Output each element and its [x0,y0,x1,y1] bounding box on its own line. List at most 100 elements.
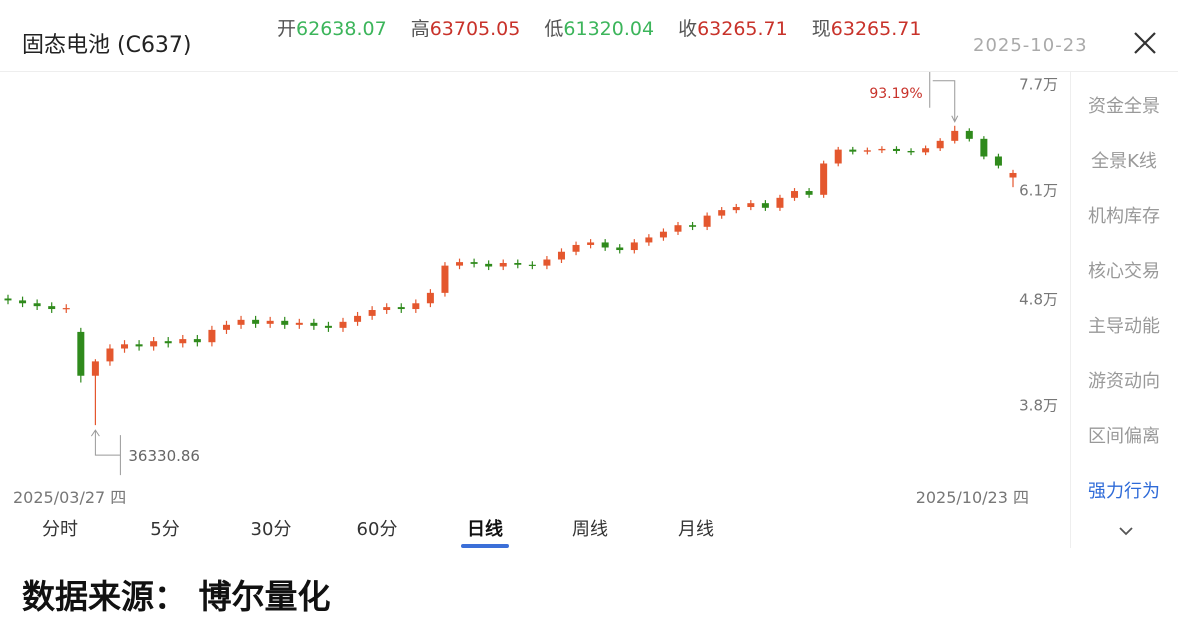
date: 2025-10-23 [973,35,1088,56]
stock-title: 固态电池 (C637) [22,33,192,58]
candle-body [922,148,930,153]
sidebar-item[interactable]: 资金全景 [1088,96,1160,117]
candle-body [193,339,201,343]
candle-body [499,262,507,267]
candle-body [892,148,900,151]
tab[interactable]: 分时 [42,519,78,540]
candle-body [485,263,493,267]
close-button[interactable] [1130,28,1160,58]
quote-value: 61320.04 [563,18,655,40]
candle-body [33,303,41,307]
candle-body [324,325,332,328]
candle-body [470,262,478,264]
y-tick-label: 6.1万 [1019,182,1058,200]
candle-body [543,259,551,266]
tab-underline [461,544,509,548]
candle-body [514,262,522,265]
candle-body [397,307,405,310]
candle-body [528,264,536,266]
candle-body [222,324,230,330]
sidebar-item[interactable]: 核心交易 [1088,261,1160,282]
y-tick-label: 7.7万 [1019,76,1058,94]
candle-body [878,148,886,151]
candle-body [4,298,12,301]
y-tick-label: 3.8万 [1019,397,1058,415]
quote-value: 63265.71 [697,18,788,40]
candlestick-chart: 7.7万 6.1万 4.8万 3.8万 36330.86 93.19% 2025/03/27… [4,72,1058,507]
quote-value: 63265.71 [830,18,922,40]
candle-body [310,322,318,326]
candle-body [601,242,609,248]
tab[interactable]: 30分 [250,519,292,540]
candle-body [630,242,638,251]
candle-body [281,320,289,325]
candle-body [718,210,726,216]
tab[interactable]: 周线 [572,519,608,540]
candle-body [266,320,274,324]
candle-body [354,315,362,322]
candle-body [965,130,973,139]
candle-body [164,341,172,344]
candle-body [572,244,580,252]
more-chevron[interactable] [1117,524,1135,538]
candle-body [951,130,959,141]
sidebar-item[interactable]: 全景K线 [1091,151,1157,172]
candle-body [135,344,143,347]
candle-body [907,150,915,153]
annotation-arrow [929,72,959,123]
quote-item: 收63265.71 [678,18,788,40]
candle-body [791,191,799,198]
y-tick-label: 4.8万 [1019,291,1058,309]
candle-body [557,251,565,260]
sidebar-item[interactable]: 区间偏离 [1088,426,1160,447]
tab[interactable]: 月线 [678,519,714,540]
candle-body [426,292,434,304]
quote-item: 开62638.07 [277,18,387,40]
quote-label: 高 [410,18,430,40]
candle-body [208,329,216,343]
candle-body [805,191,813,195]
candle-body [994,156,1002,166]
source-note: 数据来源： 博尔量化 [22,577,331,616]
quote-item: 低61320.04 [544,18,654,40]
candle-body [849,149,857,152]
divider [1070,72,1071,548]
annotation-arrow [90,429,121,476]
tab[interactable]: 日线 [467,519,503,540]
sidebar-item[interactable]: 主导动能 [1088,316,1160,337]
candle-body [776,197,784,208]
quote-item: 现63265.71 [812,18,922,40]
candle-body [645,237,653,243]
divider [0,71,1178,72]
candle-body [339,321,347,328]
candle-body [674,225,682,232]
x-date-label: 2025/03/27 四 [13,488,126,507]
candle-body [820,163,828,195]
candle-body [150,341,158,347]
sidebar-item[interactable]: 强力行为 [1088,481,1160,502]
tab[interactable]: 5分 [150,519,180,540]
candle-body [91,361,99,376]
candle-body [383,307,391,311]
candle-body [19,300,27,304]
tab[interactable]: 60分 [356,519,398,540]
quote-label: 收 [678,18,698,40]
candle-body [703,215,711,227]
candle-body [834,149,842,164]
candle-body [441,265,449,293]
candle-body [412,303,420,310]
candle-body [62,308,70,310]
candle-body [237,319,245,325]
candle-body [659,231,667,238]
annotation-label: 36330.86 [128,447,200,465]
candle-body [936,140,944,149]
x-date-label: 2025/10/23 四 [916,488,1029,507]
candle-body [732,207,740,211]
sidebar-item[interactable]: 机构库存 [1088,206,1160,227]
quote-label: 开 [277,18,297,40]
sidebar-item[interactable]: 游资动向 [1088,371,1160,392]
candle-body [456,262,464,266]
quote-value: 63705.05 [429,18,521,40]
quote-label: 低 [544,18,564,40]
